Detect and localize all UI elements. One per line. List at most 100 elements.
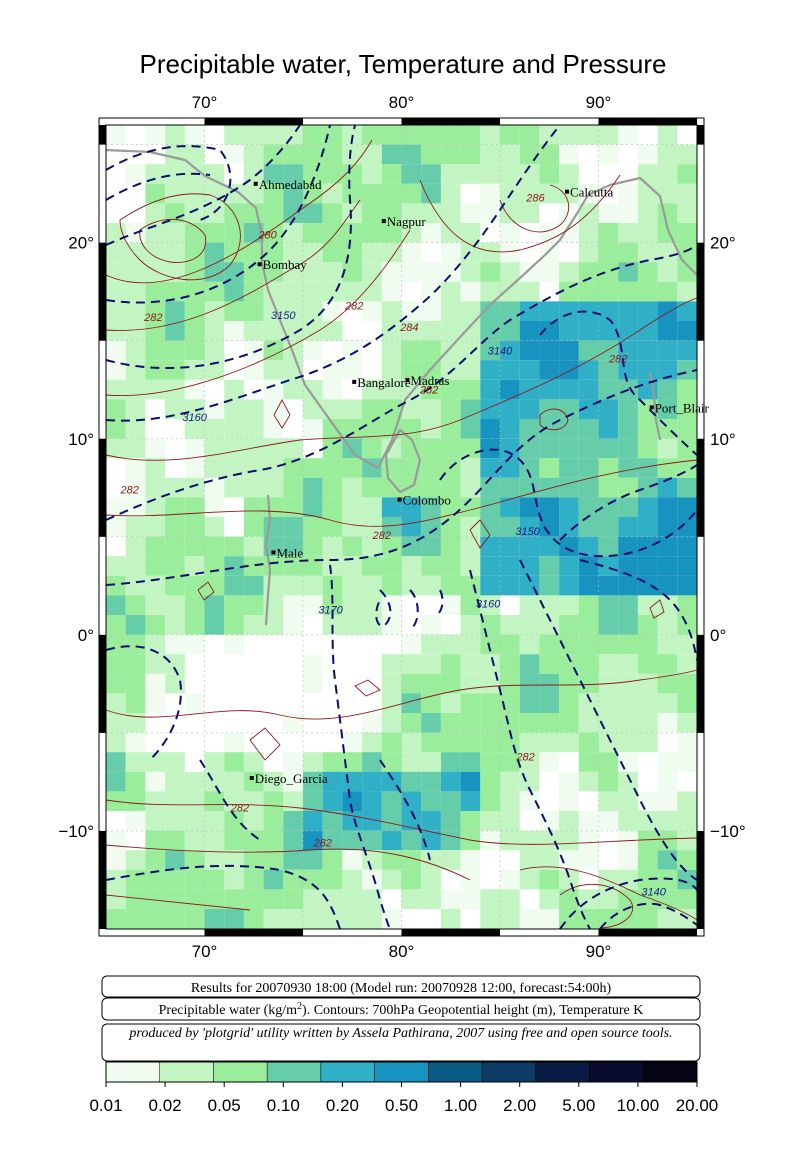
pw-cell [519,438,540,459]
pw-cell [559,321,579,341]
frame-tick-bar [99,125,106,145]
pw-cell [165,497,185,517]
pw-cell [440,164,461,184]
pw-cell [637,262,658,282]
temperature-contour-label: 282 [608,353,627,365]
pw-cell [598,556,619,576]
pw-cell [500,713,520,733]
pw-cell [165,536,185,557]
pw-cell [224,869,244,890]
pw-cell [303,654,323,674]
pw-cell [184,517,205,537]
pw-cell [539,477,560,498]
pw-cell [145,556,166,576]
pw-cell [243,301,264,321]
pw-cell [559,595,579,615]
pw-cell [559,634,579,655]
pw-cell [145,203,166,223]
pw-cell [578,125,599,145]
latitude-tick-label-left: 20° [68,234,94,253]
colorbar-label: 20.00 [676,1096,719,1115]
pw-cell [500,830,520,851]
pw-cell [303,517,323,537]
pw-cell [421,458,441,478]
pw-cell [322,144,343,165]
pw-cell [539,654,560,674]
pw-cell [618,321,638,341]
pw-cell [381,752,402,772]
pw-cell [263,223,284,243]
pw-cell [460,340,481,361]
pw-cell [559,262,579,282]
pw-cell [657,262,678,282]
pw-cell [283,262,303,282]
pw-cell [125,438,146,459]
pw-cell [440,360,461,380]
pw-cell [204,595,225,615]
pw-cell [184,144,205,165]
pw-cell [677,497,697,517]
pw-cell [480,909,500,929]
pw-cell [421,889,441,909]
pw-cell [303,673,323,694]
pw-cell [145,183,166,204]
pw-cell [342,791,363,811]
pw-cell [165,477,185,498]
coastline-india-east [587,176,698,276]
pw-cell [598,458,619,478]
pw-cell [283,595,303,615]
temperature-contour [354,679,381,697]
pw-cell [519,399,540,419]
pw-cell [283,458,303,478]
longitude-tick-label-bottom: 70° [192,942,218,961]
pw-cell [283,909,303,929]
credit-box [101,1023,701,1062]
pw-cell [401,869,422,890]
pw-cell [381,517,402,537]
pw-cell [618,575,638,596]
temperature-contour-label: 286 [525,192,545,204]
pw-cell [480,438,500,459]
pw-cell [303,850,323,870]
colorbar-swatch [159,1061,214,1083]
pw-cell [578,340,599,361]
pw-cell [303,752,323,772]
pw-cell [263,477,284,498]
longitude-tick-label-bottom: 80° [389,942,415,961]
pw-cell [421,125,441,145]
pw-cell [598,144,619,165]
colorbar-swatches [105,1061,698,1083]
pw-cell [637,575,658,596]
pw-cell [283,869,303,890]
pw-cell [342,869,363,890]
pw-cell [342,771,363,792]
coastline-maldives [264,494,272,626]
pw-cell [362,556,382,576]
pw-cell [618,183,638,204]
pw-cell [539,262,560,282]
credit-container: produced by 'plotgrid' utility written b… [129,1026,672,1041]
pw-cell [539,556,560,576]
pw-cell [303,340,323,361]
pw-cell [342,223,363,243]
pw-cell [184,556,205,576]
pw-cell [322,164,343,184]
pw-cell [322,321,343,341]
pw-cell [598,595,619,615]
pw-cell [657,164,678,184]
pw-cell [657,536,678,557]
pw-cell [539,909,560,929]
pw-cell [165,909,185,929]
pw-cell [539,830,560,851]
pw-cell [381,360,402,380]
pw-cell [322,125,343,145]
pw-cell [598,379,619,400]
frame-tick-bar [99,830,106,929]
legend-sup: 2 [297,1001,302,1012]
pw-cell [342,340,363,361]
colorbar-swatch [535,1061,590,1083]
pw-cell [224,615,244,635]
pw-cell [125,693,146,713]
pw-cell [578,321,599,341]
longitude-tick-label-bottom: 90° [586,942,612,961]
